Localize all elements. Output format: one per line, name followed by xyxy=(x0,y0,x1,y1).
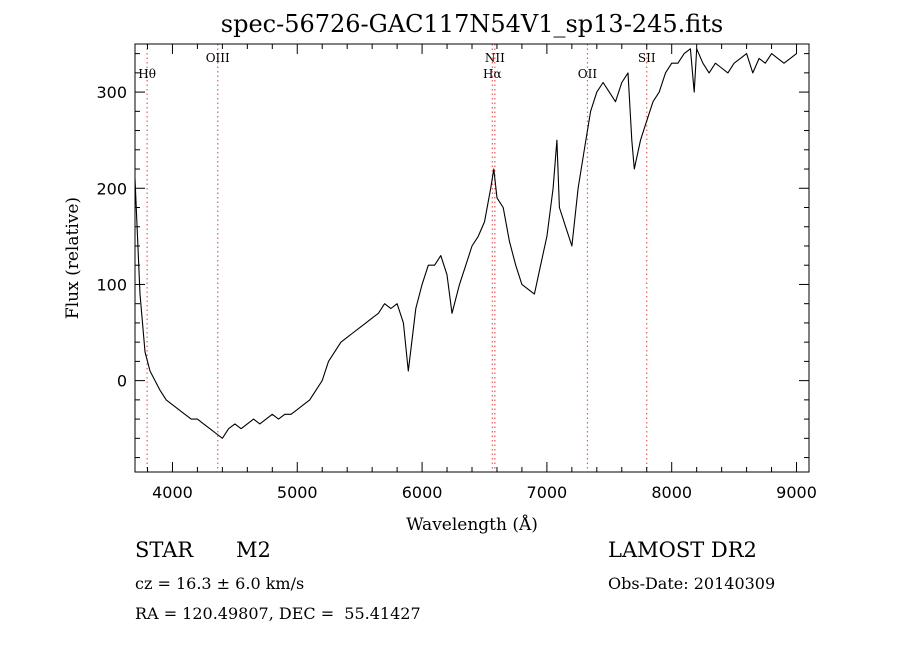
velocity-readout: cz = 16.3 ± 6.0 km/s xyxy=(135,574,305,593)
object-subclass: M2 xyxy=(236,538,271,562)
y-tick-label-0: 0 xyxy=(117,372,127,391)
line-label-3: Hα xyxy=(483,67,502,81)
x-axis-label: Wavelength (Å) xyxy=(406,514,538,535)
observation-date: Obs-Date: 20140309 xyxy=(608,574,776,593)
line-label-0: Hθ xyxy=(138,67,156,81)
spectrum-chart: spec-56726-GAC117N54V1_sp13-245.fits Hθ O… xyxy=(63,10,817,535)
emission-line-markers: Hθ OIII NII Hα OII SII xyxy=(138,44,656,472)
y-tick-label-2: 200 xyxy=(96,179,127,198)
x-tick-label-0: 4000 xyxy=(152,483,193,502)
x-tick-label-2: 6000 xyxy=(402,483,443,502)
y-tick-label-1: 100 xyxy=(96,275,127,294)
line-label-1: OIII xyxy=(206,51,230,65)
chart-title: spec-56726-GAC117N54V1_sp13-245.fits xyxy=(221,10,723,38)
data-release: LAMOST DR2 xyxy=(608,538,757,562)
line-label-2: NII xyxy=(485,51,505,65)
series-line-0 xyxy=(134,48,797,439)
x-tick-label-5: 9000 xyxy=(776,483,817,502)
object-class: STAR xyxy=(135,538,194,562)
y-axis-label: Flux (relative) xyxy=(63,197,83,319)
axes: 4000 5000 6000 7000 8000 9000 0 100 200 300 xyxy=(96,44,817,502)
plot-frame xyxy=(134,43,810,473)
line-label-5: SII xyxy=(638,51,656,65)
x-tick-label-1: 5000 xyxy=(277,483,318,502)
spectrum-series xyxy=(134,48,797,439)
line-label-4: OII xyxy=(578,67,598,81)
x-tick-label-4: 8000 xyxy=(651,483,692,502)
x-tick-label-3: 7000 xyxy=(527,483,568,502)
y-tick-label-3: 300 xyxy=(96,83,127,102)
coordinates-readout: RA = 120.49807, DEC = 55.41427 xyxy=(135,604,421,623)
